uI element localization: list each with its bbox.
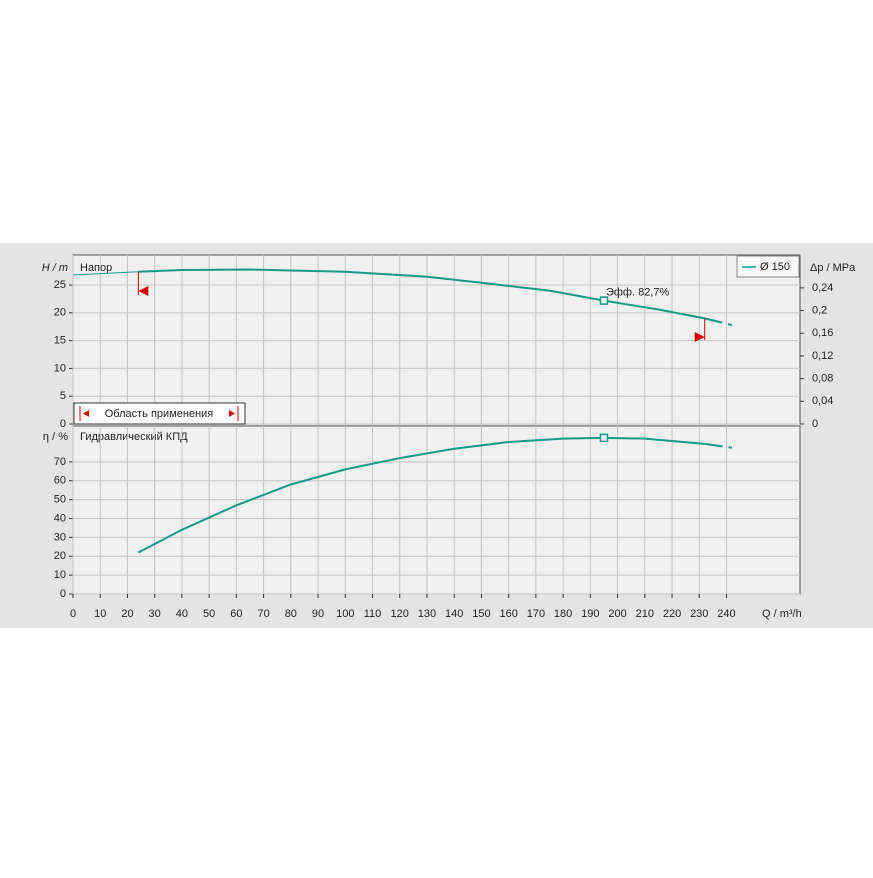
x-tick-label: 110 bbox=[364, 608, 382, 620]
x-tick-label: 180 bbox=[554, 608, 572, 620]
y-tick-label: 25 bbox=[54, 279, 66, 291]
x-tick-label: 220 bbox=[663, 608, 681, 620]
x-tick-label: 20 bbox=[121, 608, 133, 620]
x-tick-label: 230 bbox=[690, 608, 708, 620]
best-point bbox=[599, 296, 609, 305]
x-tick-label: 100 bbox=[336, 608, 354, 620]
x-axis-label: Q / m³/h bbox=[762, 608, 802, 620]
x-tick-label: 80 bbox=[285, 608, 297, 620]
y-tick-label: 20 bbox=[54, 550, 66, 562]
y-tick-label: 20 bbox=[54, 307, 66, 319]
series-line bbox=[704, 442, 733, 449]
series-line bbox=[72, 271, 139, 276]
series-line bbox=[138, 268, 705, 320]
x-tick-label: 50 bbox=[203, 608, 215, 620]
y2-tick-label: 0,12 bbox=[812, 350, 833, 362]
x-tick-label: 0 bbox=[70, 608, 76, 620]
x-tick-label: 40 bbox=[176, 608, 188, 620]
range-box bbox=[73, 402, 246, 425]
chart-label: Гидравлический КПД bbox=[80, 431, 188, 443]
y-axis-label: η / % bbox=[43, 431, 68, 443]
y-tick-label: 5 bbox=[60, 390, 66, 402]
plot-area bbox=[72, 425, 801, 595]
range-box-arrow bbox=[229, 410, 235, 417]
x-tick-label: 200 bbox=[608, 608, 626, 620]
y2-axis-label: Δp / MPa bbox=[810, 262, 856, 274]
x-tick-label: 210 bbox=[636, 608, 654, 620]
y-tick-label: 10 bbox=[54, 362, 66, 374]
y-tick-label: 50 bbox=[54, 494, 66, 506]
y2-tick-label: 0 bbox=[812, 418, 818, 430]
x-tick-label: 120 bbox=[391, 608, 409, 620]
y-tick-label: 60 bbox=[54, 475, 66, 487]
series-line bbox=[137, 436, 705, 554]
range-end-arrow bbox=[694, 332, 705, 342]
range-box-arrow bbox=[83, 410, 89, 417]
x-tick-label: 190 bbox=[581, 608, 599, 620]
range-label: Область применения bbox=[105, 408, 214, 420]
y-tick-label: 10 bbox=[54, 569, 66, 581]
series-line bbox=[704, 317, 733, 326]
y2-tick-label: 0,04 bbox=[812, 395, 833, 407]
x-tick-label: 140 bbox=[445, 608, 463, 620]
x-tick-label: 170 bbox=[527, 608, 545, 620]
y-tick-label: 0 bbox=[60, 418, 66, 430]
x-tick-label: 160 bbox=[499, 608, 517, 620]
y-tick-label: 0 bbox=[60, 588, 66, 600]
x-tick-label: 60 bbox=[230, 608, 242, 620]
best-point bbox=[599, 433, 609, 443]
annotation: Эфф. 82,7% bbox=[606, 286, 670, 298]
y-tick-label: 40 bbox=[54, 512, 66, 524]
range-start-arrow bbox=[138, 286, 149, 296]
y2-tick-label: 0,16 bbox=[812, 327, 833, 339]
y2-tick-label: 0,2 bbox=[812, 304, 827, 316]
x-tick-label: 90 bbox=[312, 608, 324, 620]
x-tick-label: 70 bbox=[257, 608, 269, 620]
legend-label: Ø 150 bbox=[760, 261, 790, 273]
y-tick-label: 30 bbox=[54, 531, 66, 543]
x-tick-label: 10 bbox=[94, 608, 106, 620]
y2-tick-label: 0,24 bbox=[812, 282, 833, 294]
x-tick-label: 240 bbox=[717, 608, 735, 620]
y-tick-label: 15 bbox=[54, 335, 66, 347]
x-tick-label: 30 bbox=[149, 608, 161, 620]
chart-label: Напор bbox=[80, 262, 112, 274]
y-axis-label: H / m bbox=[42, 262, 68, 274]
x-tick-label: 130 bbox=[418, 608, 436, 620]
y2-tick-label: 0,08 bbox=[812, 373, 833, 385]
legend-box bbox=[736, 255, 800, 278]
y-tick-label: 70 bbox=[54, 456, 66, 468]
x-tick-label: 150 bbox=[472, 608, 490, 620]
